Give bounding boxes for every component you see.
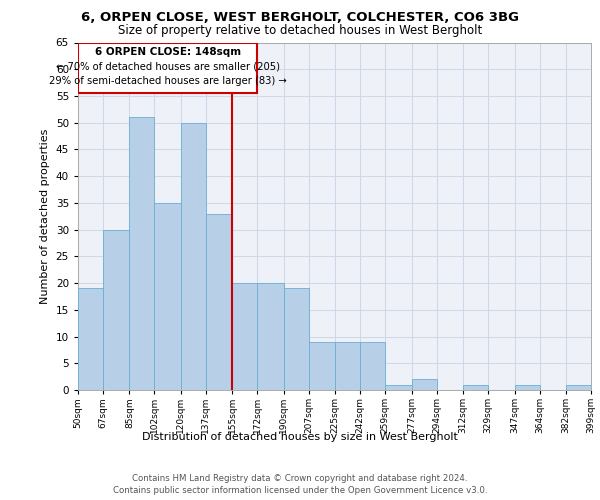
Text: Size of property relative to detached houses in West Bergholt: Size of property relative to detached ho… (118, 24, 482, 37)
Bar (78, 288, 103, 390)
Bar (412, 380, 437, 390)
Text: Contains public sector information licensed under the Open Government Licence v3: Contains public sector information licen… (113, 486, 487, 495)
Bar (154, 203, 181, 390)
Bar (309, 342, 335, 390)
Bar (103, 230, 130, 390)
Bar (284, 288, 309, 390)
Text: 29% of semi-detached houses are larger (83) →: 29% of semi-detached houses are larger (… (49, 76, 287, 86)
Bar (385, 384, 412, 390)
Bar (515, 384, 539, 390)
Bar (257, 283, 284, 390)
Bar (232, 283, 257, 390)
Bar (335, 342, 360, 390)
FancyBboxPatch shape (78, 42, 257, 94)
Bar (206, 214, 232, 390)
Bar (130, 118, 154, 390)
Bar (181, 122, 206, 390)
Bar (566, 384, 591, 390)
Bar (360, 342, 385, 390)
Bar (463, 384, 488, 390)
Y-axis label: Number of detached properties: Number of detached properties (40, 128, 50, 304)
Text: ← 70% of detached houses are smaller (205): ← 70% of detached houses are smaller (20… (56, 61, 280, 71)
Text: Contains HM Land Registry data © Crown copyright and database right 2024.: Contains HM Land Registry data © Crown c… (132, 474, 468, 483)
Text: 6, ORPEN CLOSE, WEST BERGHOLT, COLCHESTER, CO6 3BG: 6, ORPEN CLOSE, WEST BERGHOLT, COLCHESTE… (81, 11, 519, 24)
Text: Distribution of detached houses by size in West Bergholt: Distribution of detached houses by size … (142, 432, 458, 442)
Text: 6 ORPEN CLOSE: 148sqm: 6 ORPEN CLOSE: 148sqm (95, 47, 241, 57)
